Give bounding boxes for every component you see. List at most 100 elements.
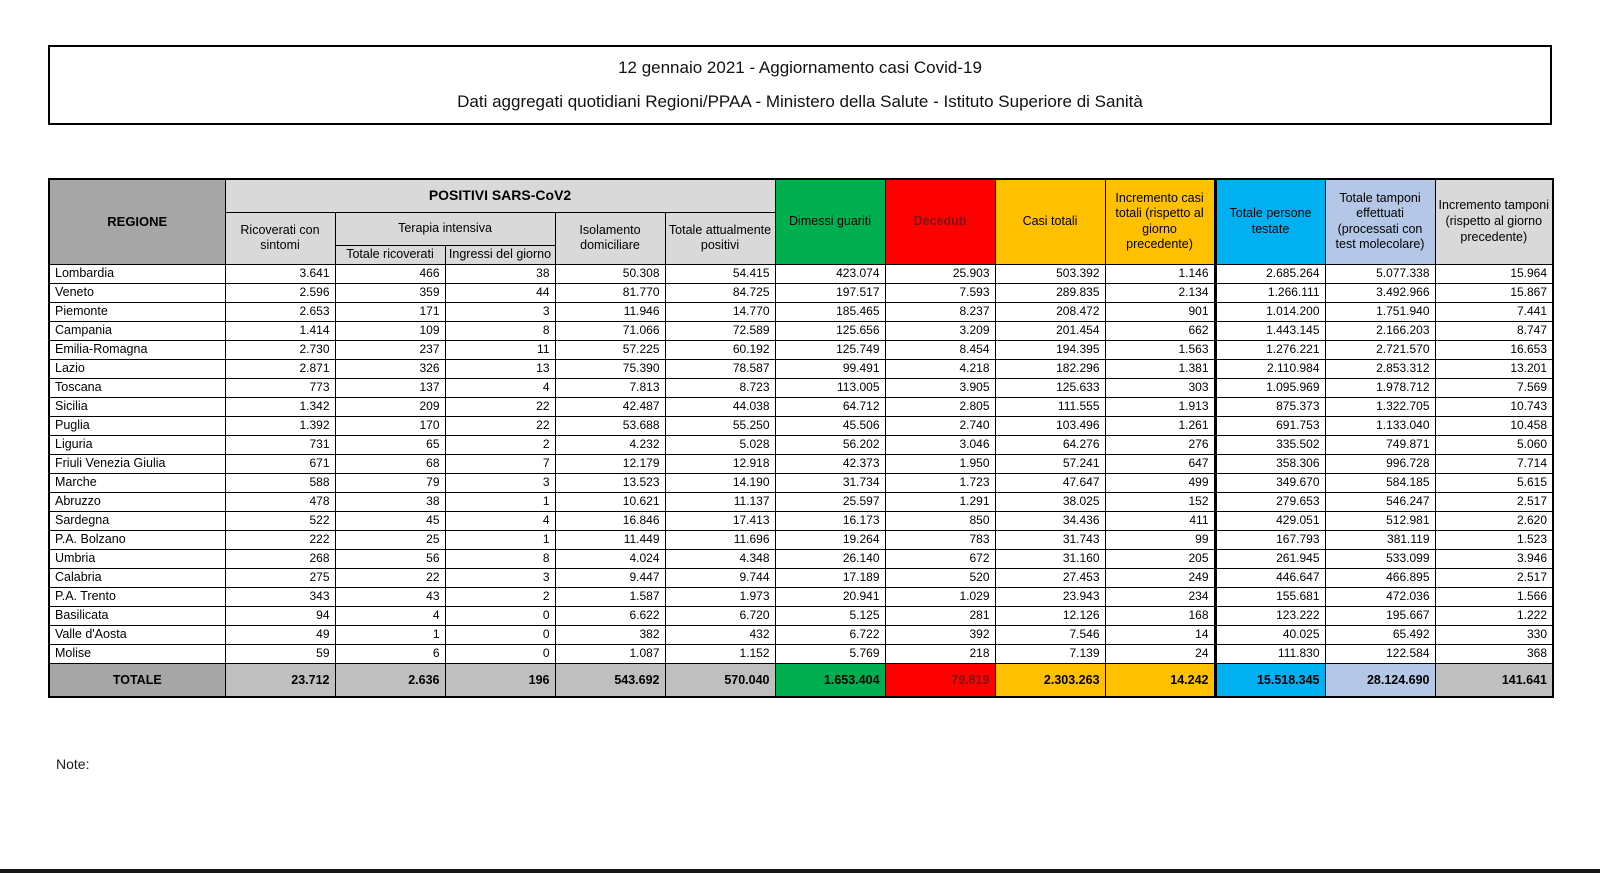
value-cell: 4 (444, 510, 556, 531)
value-cell: 512.981 (1324, 510, 1436, 531)
value-cell: 42.487 (554, 396, 666, 417)
value-cell: 2.110.984 (1214, 358, 1326, 379)
table-row: Campania 1.414 109 8 71.066 72.589 125.656 3.20… (48, 320, 1554, 341)
value-cell: 466 (334, 263, 446, 284)
region-name-cell: P.A. Trento (48, 586, 226, 607)
table-row: Emilia-Romagna 2.730 237 11 57.225 60.192 125.… (48, 339, 1554, 360)
value-cell: 2.740 (884, 415, 996, 436)
region-name-cell: Marche (48, 472, 226, 493)
value-cell: 42.373 (774, 453, 886, 474)
region-name-cell: Sicilia (48, 396, 226, 417)
value-cell: 478 (224, 491, 336, 512)
value-cell: 185.465 (774, 301, 886, 322)
region-name-cell: Molise (48, 643, 226, 664)
value-cell: 381.119 (1324, 529, 1436, 550)
value-cell: 13.523 (554, 472, 666, 493)
value-cell: 2.134 (1104, 282, 1217, 303)
value-cell: 11.696 (664, 529, 776, 550)
value-cell: 12.126 (994, 605, 1106, 626)
table-row: Molise 59 6 0 1.087 1.152 5.769 218 7.139 24 111.8… (48, 643, 1554, 664)
value-cell: 3.641 (224, 263, 336, 284)
value-cell: 218 (884, 643, 996, 664)
value-cell: 7.714 (1434, 453, 1554, 474)
table-header: REGIONE POSITIVI SARS-CoV2 Dimessi guari… (48, 178, 1554, 265)
value-cell: 11.137 (664, 491, 776, 512)
value-cell: 137 (334, 377, 446, 398)
value-cell: 103.496 (994, 415, 1106, 436)
value-cell: 75.390 (554, 358, 666, 379)
table-row: Liguria 731 65 2 4.232 5.028 56.202 3.046 64.276… (48, 434, 1554, 455)
value-cell: 38.025 (994, 491, 1106, 512)
table-row: Abruzzo 478 38 1 10.621 11.137 25.597 1.291 38.0… (48, 491, 1554, 512)
value-cell: 1.322.705 (1324, 396, 1436, 417)
value-cell: 113.005 (774, 377, 886, 398)
totale-value-cell: 570.040 (664, 662, 776, 698)
value-cell: 65 (334, 434, 446, 455)
table-row: Piemonte 2.653 171 3 11.946 14.770 185.465 8.23… (48, 301, 1554, 322)
region-name-cell: Lazio (48, 358, 226, 379)
value-cell: 1.276.221 (1214, 339, 1326, 360)
value-cell: 382 (554, 624, 666, 645)
value-cell: 14.770 (664, 301, 776, 322)
value-cell: 520 (884, 567, 996, 588)
value-cell: 8 (444, 548, 556, 569)
value-cell: 208.472 (994, 301, 1106, 322)
value-cell: 1.723 (884, 472, 996, 493)
region-name-cell: Abruzzo (48, 491, 226, 512)
value-cell: 1.087 (554, 643, 666, 664)
value-cell: 64.276 (994, 434, 1106, 455)
note-label: Note: (56, 756, 90, 772)
value-cell: 17.189 (774, 567, 886, 588)
value-cell: 533.099 (1324, 548, 1436, 569)
value-cell: 2.166.203 (1324, 320, 1436, 341)
value-cell: 2.871 (224, 358, 336, 379)
table-row: Basilicata 94 4 0 6.622 6.720 5.125 281 12.126 16… (48, 605, 1554, 626)
value-cell: 53.688 (554, 415, 666, 436)
header-incremento-casi: Incremento casi totali (rispetto al gior… (1104, 178, 1217, 265)
value-cell: 25 (334, 529, 446, 550)
value-cell: 6.722 (774, 624, 886, 645)
header-ingressi-del-giorno: Ingressi del giorno (444, 245, 556, 265)
value-cell: 3 (444, 301, 556, 322)
value-cell: 10.743 (1434, 396, 1554, 417)
table-row: Sardegna 522 45 4 16.846 17.413 16.173 850 34.43… (48, 510, 1554, 531)
value-cell: 23.943 (994, 586, 1106, 607)
value-cell: 1.261 (1104, 415, 1217, 436)
value-cell: 5.060 (1434, 434, 1554, 455)
value-cell: 111.555 (994, 396, 1106, 417)
value-cell: 34.436 (994, 510, 1106, 531)
region-name-cell: Toscana (48, 377, 226, 398)
header-incremento-tamponi: Incremento tamponi (rispetto al giorno p… (1434, 178, 1554, 265)
value-cell: 7.546 (994, 624, 1106, 645)
totale-row: TOTALE 23.712 2.636 196 543.692 570.040 1.653.… (48, 662, 1554, 698)
value-cell: 1.029 (884, 586, 996, 607)
value-cell: 68 (334, 453, 446, 474)
value-cell: 50.308 (554, 263, 666, 284)
value-cell: 671 (224, 453, 336, 474)
value-cell: 281 (884, 605, 996, 626)
value-cell: 275 (224, 567, 336, 588)
value-cell: 99.491 (774, 358, 886, 379)
value-cell: 55.250 (664, 415, 776, 436)
value-cell: 12.918 (664, 453, 776, 474)
value-cell: 15.867 (1434, 282, 1554, 303)
value-cell: 996.728 (1324, 453, 1436, 474)
value-cell: 1.978.712 (1324, 377, 1436, 398)
value-cell: 5.028 (664, 434, 776, 455)
value-cell: 1.950 (884, 453, 996, 474)
table-row: Valle d'Aosta 49 1 0 382 432 6.722 392 7.546 14 40… (48, 624, 1554, 645)
table-row: Calabria 275 22 3 9.447 9.744 17.189 520 27.453 2… (48, 567, 1554, 588)
value-cell: 1.392 (224, 415, 336, 436)
region-name-cell: Piemonte (48, 301, 226, 322)
value-cell: 170 (334, 415, 446, 436)
value-cell: 13 (444, 358, 556, 379)
value-cell: 155.681 (1214, 586, 1326, 607)
header-ricoverati-con-sintomi: Ricoverati con sintomi (224, 212, 336, 265)
report-subtitle: Dati aggregati quotidiani Regioni/PPAA -… (457, 91, 1143, 111)
value-cell: 358.306 (1214, 453, 1326, 474)
totale-value-cell: 196 (444, 662, 556, 698)
value-cell: 38 (444, 263, 556, 284)
value-cell: 14.190 (664, 472, 776, 493)
value-cell: 60.192 (664, 339, 776, 360)
value-cell: 25.903 (884, 263, 996, 284)
